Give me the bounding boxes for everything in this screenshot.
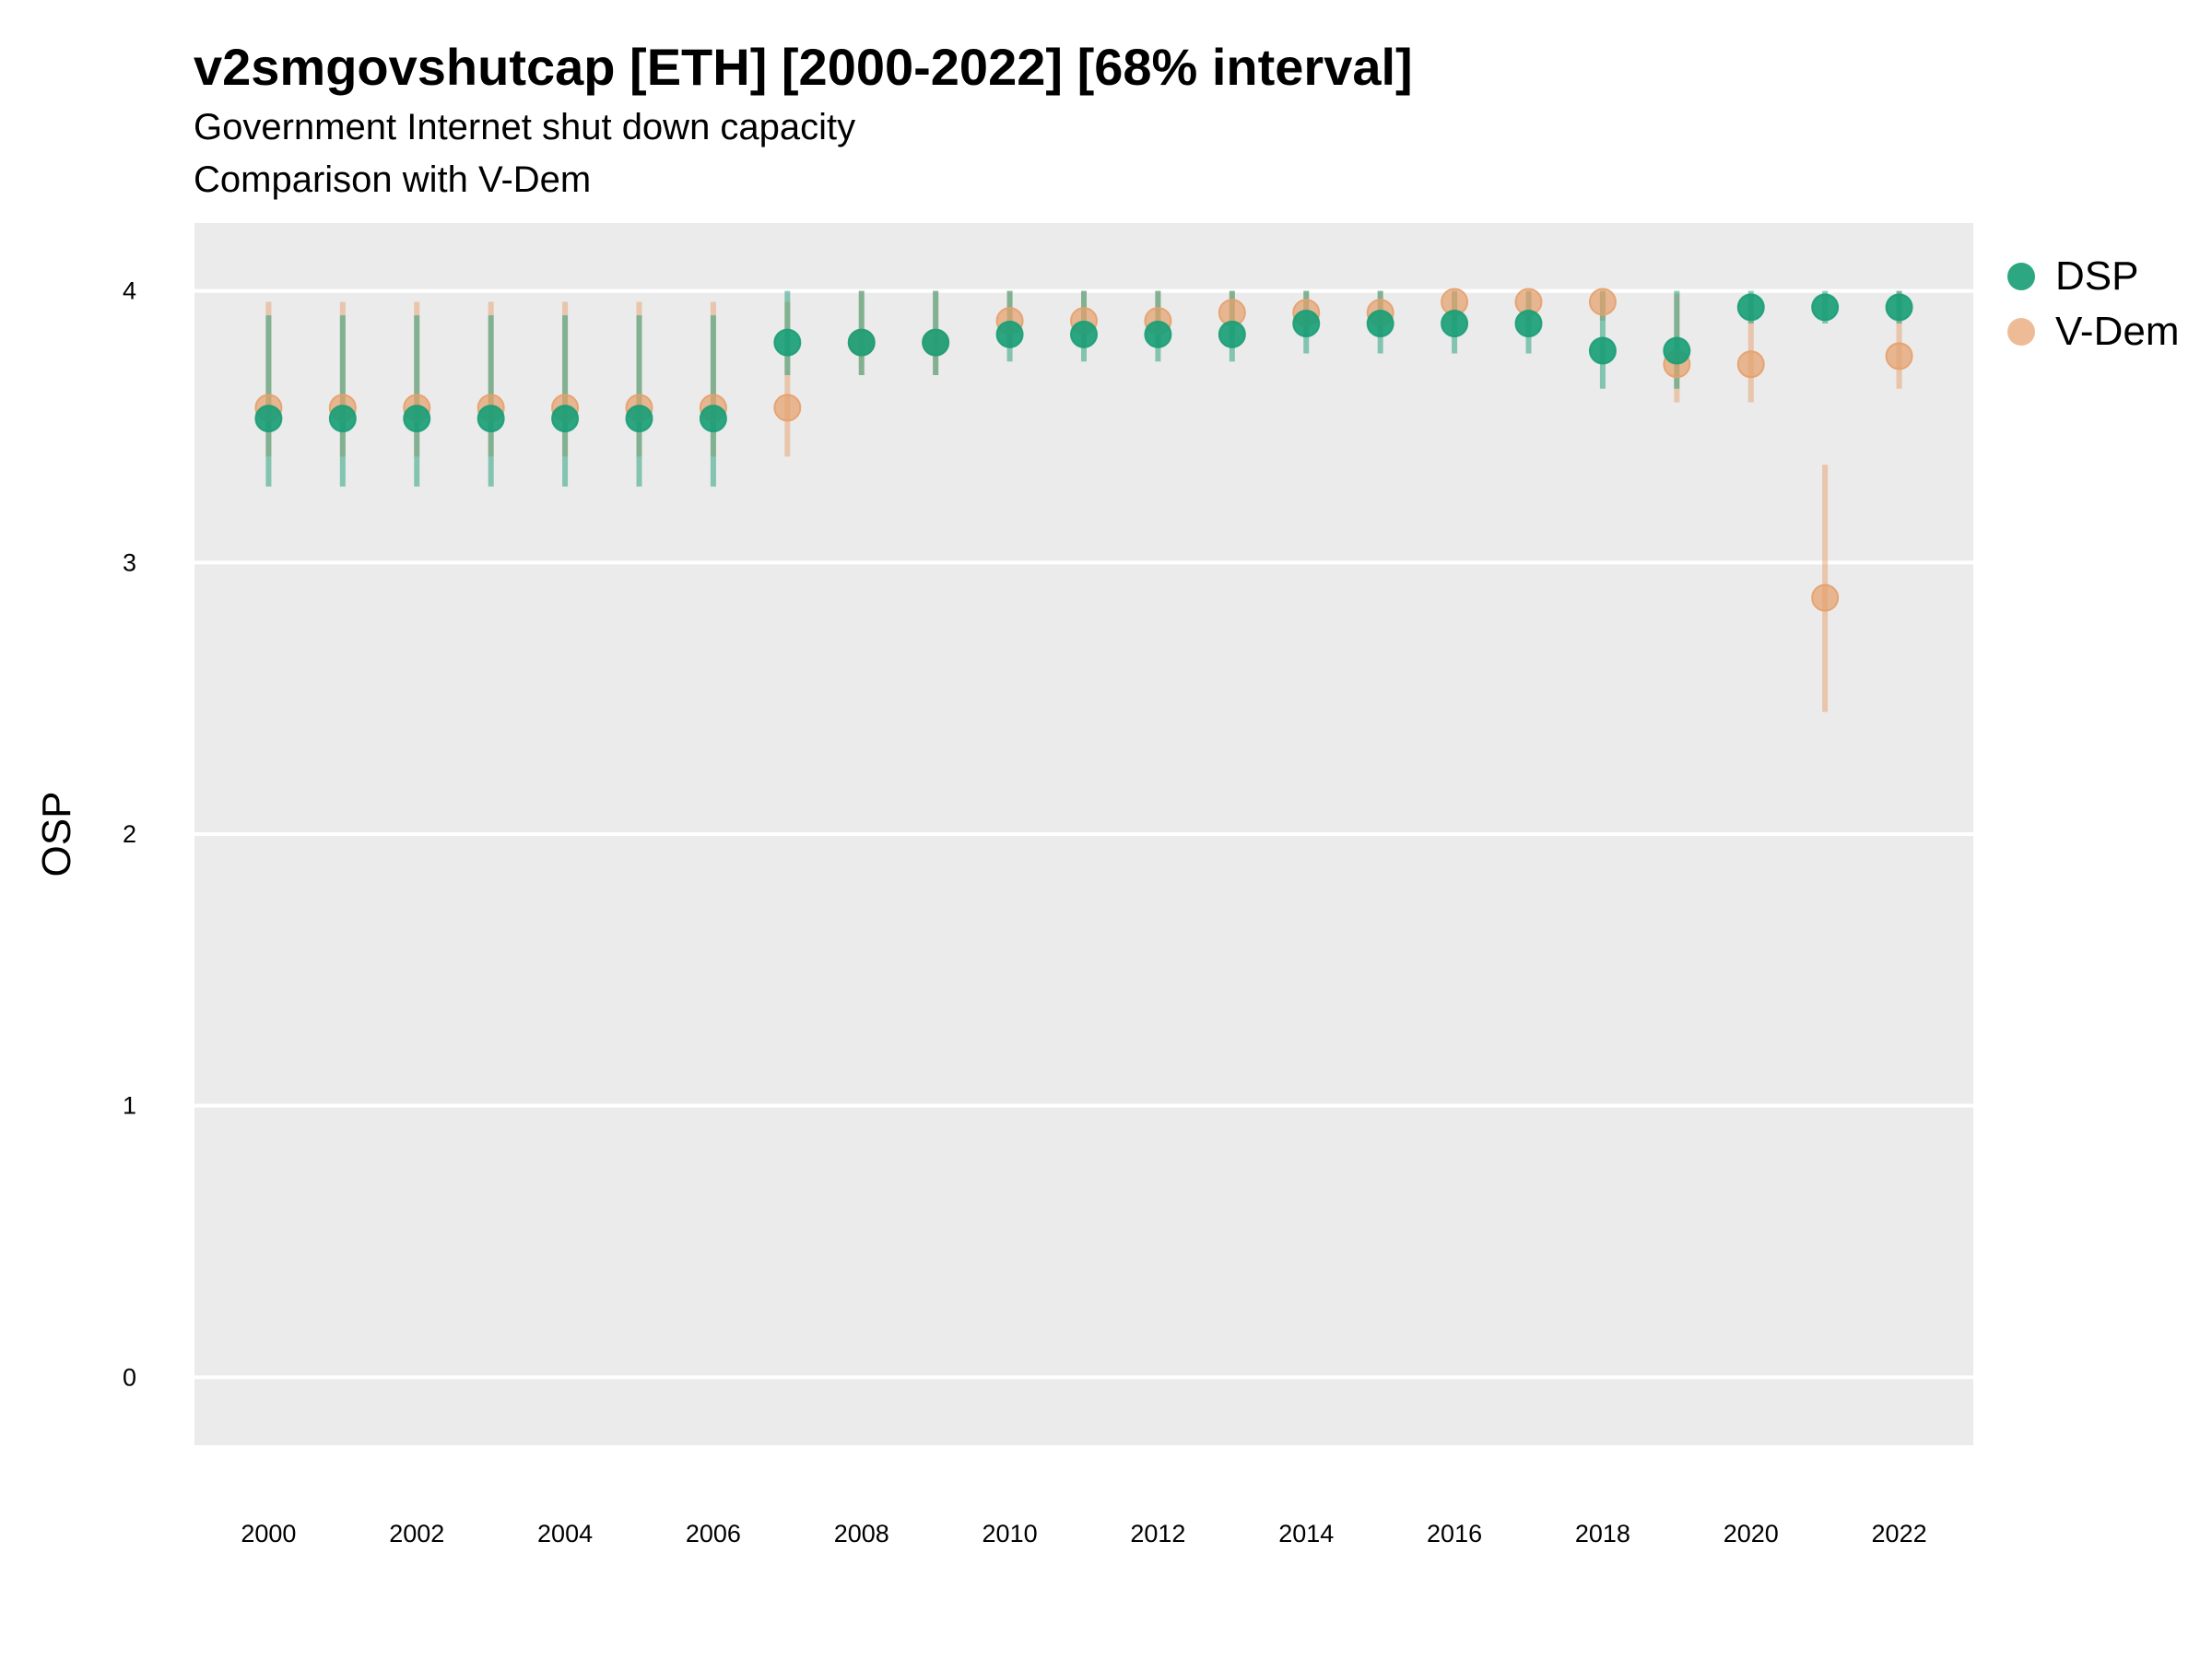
chart-title: v2smgovshutcap [ETH] [2000-2022] [68% in…: [194, 38, 1413, 96]
x-tick-label: 2010: [982, 1520, 1038, 1547]
point-dsp-2002: [403, 405, 431, 433]
x-tick-label: 2014: [1278, 1520, 1334, 1547]
point-dsp-2010: [995, 320, 1024, 348]
point-dsp-2004: [551, 405, 580, 433]
point-dsp-2017: [1514, 310, 1543, 338]
legend-label-dsp: DSP: [2055, 253, 2139, 299]
y-tick-label: 3: [123, 548, 136, 576]
legend-key-dsp: [2007, 263, 2035, 290]
legend: DSP V-Dem: [2000, 249, 2179, 359]
point-dsp-2019: [1663, 336, 1691, 365]
y-tick-label: 2: [123, 820, 136, 848]
point-dsp-2013: [1218, 320, 1246, 348]
y-tick-label: 1: [123, 1092, 136, 1120]
point-vdem-2021: [1811, 583, 1840, 612]
x-tick-label: 2016: [1427, 1520, 1482, 1547]
legend-item-dsp: DSP: [2000, 249, 2179, 304]
data-points: [254, 288, 1913, 612]
chart-subtitle-comparison: Comparison with V-Dem: [194, 159, 592, 200]
point-vdem-2020: [1736, 350, 1765, 379]
point-dsp-2020: [1736, 293, 1765, 322]
point-vdem-2022: [1885, 342, 1913, 371]
point-dsp-2021: [1811, 293, 1840, 322]
point-dsp-2011: [1070, 320, 1098, 348]
point-dsp-2014: [1292, 310, 1321, 338]
point-dsp-2008: [847, 328, 876, 357]
legend-item-vdem: V-Dem: [2000, 304, 2179, 359]
legend-key-vdem: [2007, 318, 2035, 346]
point-vdem-2007: [773, 394, 802, 422]
point-dsp-2007: [773, 328, 802, 357]
point-dsp-2022: [1885, 293, 1913, 322]
x-tick-labels: 2000 2002 2004 2006 2008 2010 2012 2014 2016 2018…: [241, 1520, 1926, 1547]
point-dsp-2005: [625, 405, 653, 433]
point-dsp-2018: [1588, 336, 1617, 365]
y-axis-label: OSP: [34, 792, 79, 877]
legend-label-vdem: V-Dem: [2055, 309, 2180, 354]
y-tick-label: 0: [123, 1363, 136, 1391]
point-dsp-2006: [699, 405, 727, 433]
point-dsp-2001: [328, 405, 357, 433]
x-tick-label: 2002: [389, 1520, 444, 1547]
point-dsp-2015: [1366, 310, 1394, 338]
point-vdem-2018: [1588, 288, 1617, 316]
x-tick-label: 2018: [1575, 1520, 1630, 1547]
x-tick-label: 2020: [1724, 1520, 1779, 1547]
x-tick-label: 2022: [1872, 1520, 1927, 1547]
x-tick-label: 2008: [834, 1520, 889, 1547]
y-tick-label: 4: [123, 277, 136, 305]
point-dsp-2000: [254, 405, 283, 433]
point-dsp-2012: [1144, 320, 1172, 348]
point-dsp-2016: [1441, 310, 1469, 338]
point-dsp-2009: [922, 328, 950, 357]
x-tick-label: 2000: [241, 1520, 296, 1547]
x-tick-label: 2004: [537, 1520, 593, 1547]
chart-subtitle: Government Internet shut down capacity: [194, 107, 856, 147]
y-tick-labels: 0 1 2 3 4: [123, 277, 136, 1392]
point-dsp-2003: [477, 405, 505, 433]
x-tick-label: 2006: [686, 1520, 741, 1547]
x-tick-label: 2012: [1130, 1520, 1185, 1547]
